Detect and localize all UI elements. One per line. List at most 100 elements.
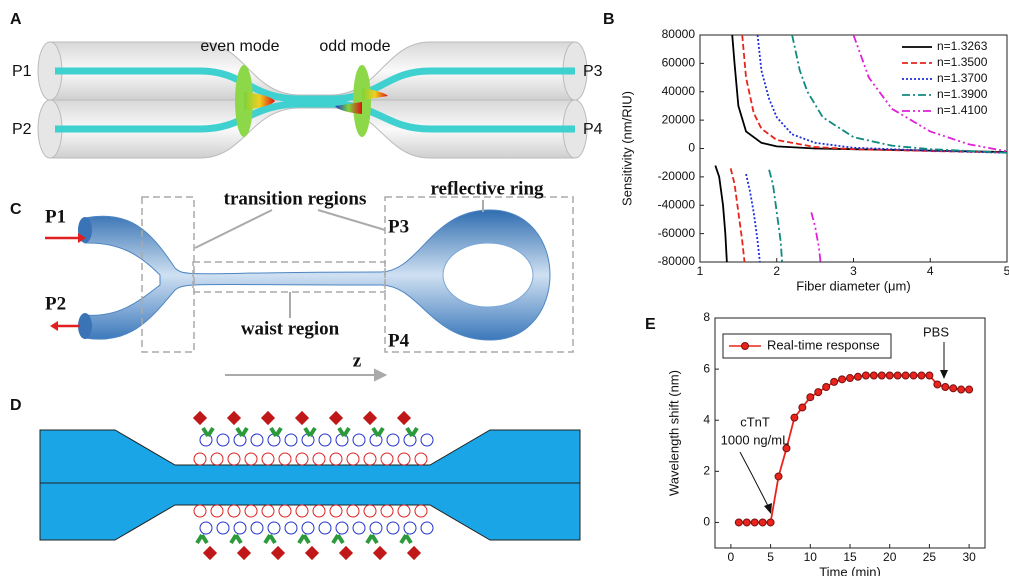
data-line	[738, 374, 970, 524]
y-tick-label: 60000	[662, 56, 696, 70]
x-tick-label: 3	[850, 264, 857, 278]
antigen	[396, 410, 412, 426]
y-tick-label: 0	[703, 515, 710, 529]
charge	[284, 433, 298, 447]
x-tick-label: 4	[927, 264, 934, 278]
charge	[363, 452, 377, 466]
y-axis-label: Wavelength shift (nm)	[666, 370, 681, 496]
data-point	[861, 371, 870, 380]
legend-label: n=1.3900	[937, 87, 988, 101]
data-point	[909, 371, 918, 380]
legend-label: n=1.3500	[937, 55, 988, 69]
data-point	[822, 383, 831, 391]
legend-label: n=1.3263	[937, 39, 988, 53]
x-tick-label: 10	[804, 550, 818, 564]
x-axis-label: Time (min)	[819, 564, 881, 576]
y-tick-label: 4	[703, 412, 710, 426]
port-label: P3	[388, 216, 409, 237]
x-tick-label: 5	[1004, 264, 1009, 278]
antibody	[297, 533, 311, 545]
antibody	[201, 426, 215, 438]
annotation: PBS	[923, 324, 949, 339]
antigen	[270, 545, 286, 561]
data-point	[830, 377, 839, 386]
antigen	[236, 545, 252, 561]
charge	[278, 452, 292, 466]
data-point	[790, 413, 799, 422]
charge	[250, 433, 264, 447]
annotation: transition regions	[224, 188, 367, 209]
annotation: 1000 ng/mL	[721, 432, 790, 447]
y-tick-label: 2	[703, 464, 710, 478]
charge	[318, 433, 332, 447]
data-point	[957, 385, 966, 394]
x-tick-label: 30	[962, 550, 976, 564]
charge	[352, 521, 366, 535]
x-tick-label: 25	[923, 550, 937, 564]
charge	[346, 452, 360, 466]
charge	[261, 504, 275, 518]
y-axis-label: Sensitivity (nm/RIU)	[619, 91, 634, 206]
y-tick-label: -80000	[658, 254, 696, 268]
charge	[295, 504, 309, 518]
charge	[227, 452, 241, 466]
x-tick-label: 20	[883, 550, 897, 564]
port-label: P1	[45, 206, 66, 227]
y-tick-label: -60000	[658, 226, 696, 240]
charge	[329, 452, 343, 466]
y-tick-label: 6	[703, 361, 710, 375]
antibody	[235, 426, 249, 438]
port-label: P2	[12, 121, 32, 138]
charge	[380, 452, 394, 466]
x-tick-label: 5	[767, 550, 774, 564]
charge	[420, 433, 434, 447]
port-label: P2	[45, 293, 66, 314]
antigen	[226, 410, 242, 426]
charge	[386, 433, 400, 447]
charge	[193, 504, 207, 518]
antigen	[372, 545, 388, 561]
antigen	[202, 545, 218, 561]
annotation: waist region	[241, 318, 340, 339]
antibody	[371, 426, 385, 438]
y-tick-label: 80000	[662, 27, 696, 41]
data-point	[893, 371, 902, 380]
antigen	[338, 545, 354, 561]
panel-a: A even mode odd mode P1 P2 P3 P4	[10, 11, 603, 159]
axis-label: z	[353, 350, 362, 371]
charge	[216, 433, 230, 447]
antigen	[362, 410, 378, 426]
charge	[414, 504, 428, 518]
charge	[199, 521, 213, 535]
data-line	[768, 35, 1007, 262]
data-point	[814, 388, 823, 397]
charge	[346, 504, 360, 518]
y-tick-label: 40000	[662, 84, 696, 98]
data-point	[742, 518, 751, 527]
antibody	[303, 426, 317, 438]
charge	[397, 504, 411, 518]
data-point	[853, 372, 862, 381]
arrowhead	[764, 503, 772, 514]
y-tick-label: -20000	[658, 169, 696, 183]
data-line	[729, 35, 1007, 262]
panel-label: D	[10, 397, 22, 414]
data-point	[846, 374, 854, 383]
charge	[380, 504, 394, 518]
data-line	[810, 35, 1007, 262]
charge	[244, 504, 258, 518]
antigen	[406, 545, 422, 561]
y-tick-label: 20000	[662, 112, 696, 126]
annotation: reflective ring	[430, 178, 544, 199]
data-point	[901, 371, 910, 380]
arrowhead	[940, 370, 948, 379]
charge	[295, 452, 309, 466]
data-point	[941, 383, 950, 391]
data-point	[758, 518, 767, 527]
legend-label: n=1.4100	[937, 103, 988, 117]
panel-label: E	[645, 316, 656, 333]
annotation: odd mode	[319, 38, 390, 55]
antibody	[365, 533, 379, 545]
antibody	[263, 533, 277, 545]
